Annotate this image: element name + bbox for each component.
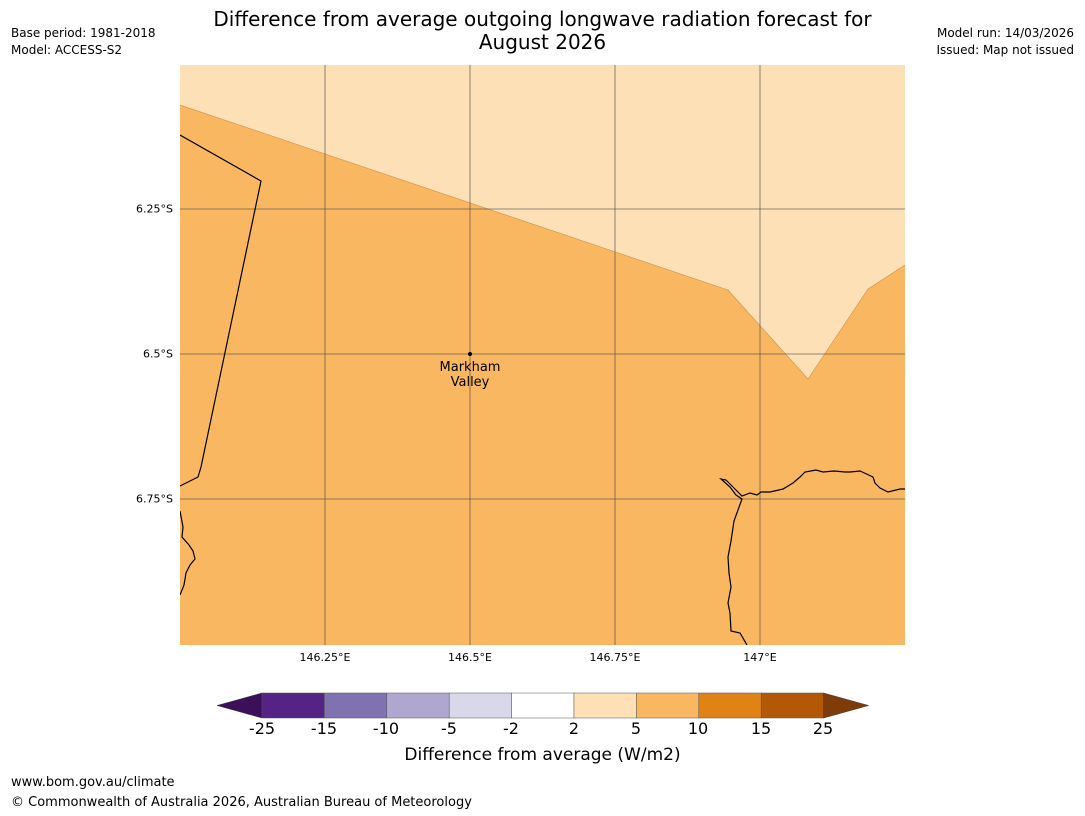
base-period-text: Base period: 1981-2018	[11, 26, 156, 40]
colorbar-tick-label: -5	[441, 719, 457, 738]
header-right: Model run: 14/03/2026 Issued: Map not is…	[936, 25, 1074, 59]
colorbar-tick-label: 2	[568, 719, 580, 738]
map-title-line1: Difference from average outgoing longwav…	[213, 7, 872, 31]
region-boundary-line	[179, 134, 262, 487]
lat-label-6-5: 6.5°S	[143, 347, 173, 361]
colorbar-cell	[573, 692, 637, 719]
colorbar-tick-label: 5	[630, 719, 642, 738]
colorbar	[216, 692, 870, 719]
colorbar-cell	[698, 692, 762, 719]
gridlines	[180, 65, 905, 645]
map-title: Difference from average outgoing longwav…	[180, 8, 905, 54]
map-panel	[179, 65, 906, 646]
lon-label-146-75: 146.75°E	[589, 651, 641, 664]
colorbar-cell	[261, 692, 325, 719]
colorbar-tick-label: -25	[248, 719, 276, 738]
lon-label-146-25: 146.25°E	[299, 651, 351, 664]
colorbar-cell	[760, 692, 824, 719]
lon-label-146-5: 146.5°E	[448, 651, 492, 664]
colorbar-tick-label: 25	[812, 719, 834, 738]
colorbar-tick-label: -15	[310, 719, 338, 738]
issued-text: Issued: Map not issued	[936, 43, 1074, 57]
colorbar-cell	[324, 692, 388, 719]
lat-label-6-25: 6.25°S	[136, 202, 173, 216]
colorbar-cell	[636, 692, 700, 719]
colorbar-tick-label: 15	[750, 719, 772, 738]
coastline-west	[179, 510, 196, 596]
colorbar-tick-label: 10	[687, 719, 709, 738]
colorbar-cell	[511, 692, 575, 719]
footer-copyright: © Commonwealth of Australia 2026, Austra…	[11, 795, 472, 810]
coastline-east	[718, 469, 905, 646]
map-canvas	[179, 65, 906, 646]
lat-label-6-75: 6.75°S	[136, 492, 173, 506]
colorbar-label: Difference from average (W/m2)	[404, 745, 681, 765]
place-label-line1: Markham	[439, 360, 501, 375]
lon-label-147: 147°E	[743, 651, 777, 664]
boundary-lines	[179, 134, 905, 646]
header-left: Base period: 1981-2018 Model: ACCESS-S2	[11, 25, 156, 59]
map-title-line2: August 2026	[478, 30, 607, 54]
model-run-text: Model run: 14/03/2026	[936, 26, 1074, 40]
colorbar-extend-high	[823, 692, 870, 719]
band-2-5-area	[180, 65, 905, 379]
band-2-5-boundary	[179, 104, 906, 380]
colorbar-tick-label: -10	[372, 719, 400, 738]
colorbar-cell	[386, 692, 450, 719]
place-marker	[468, 352, 472, 356]
colorbar-tick-label: -2	[503, 719, 519, 738]
colorbar-extend-low	[216, 692, 263, 719]
place-label: Markham Valley	[440, 360, 501, 390]
colorbar-cell	[448, 692, 512, 719]
place-label-line2: Valley	[450, 375, 490, 390]
model-text: Model: ACCESS-S2	[11, 43, 123, 57]
footer-url: www.bom.gov.au/climate	[11, 775, 175, 790]
